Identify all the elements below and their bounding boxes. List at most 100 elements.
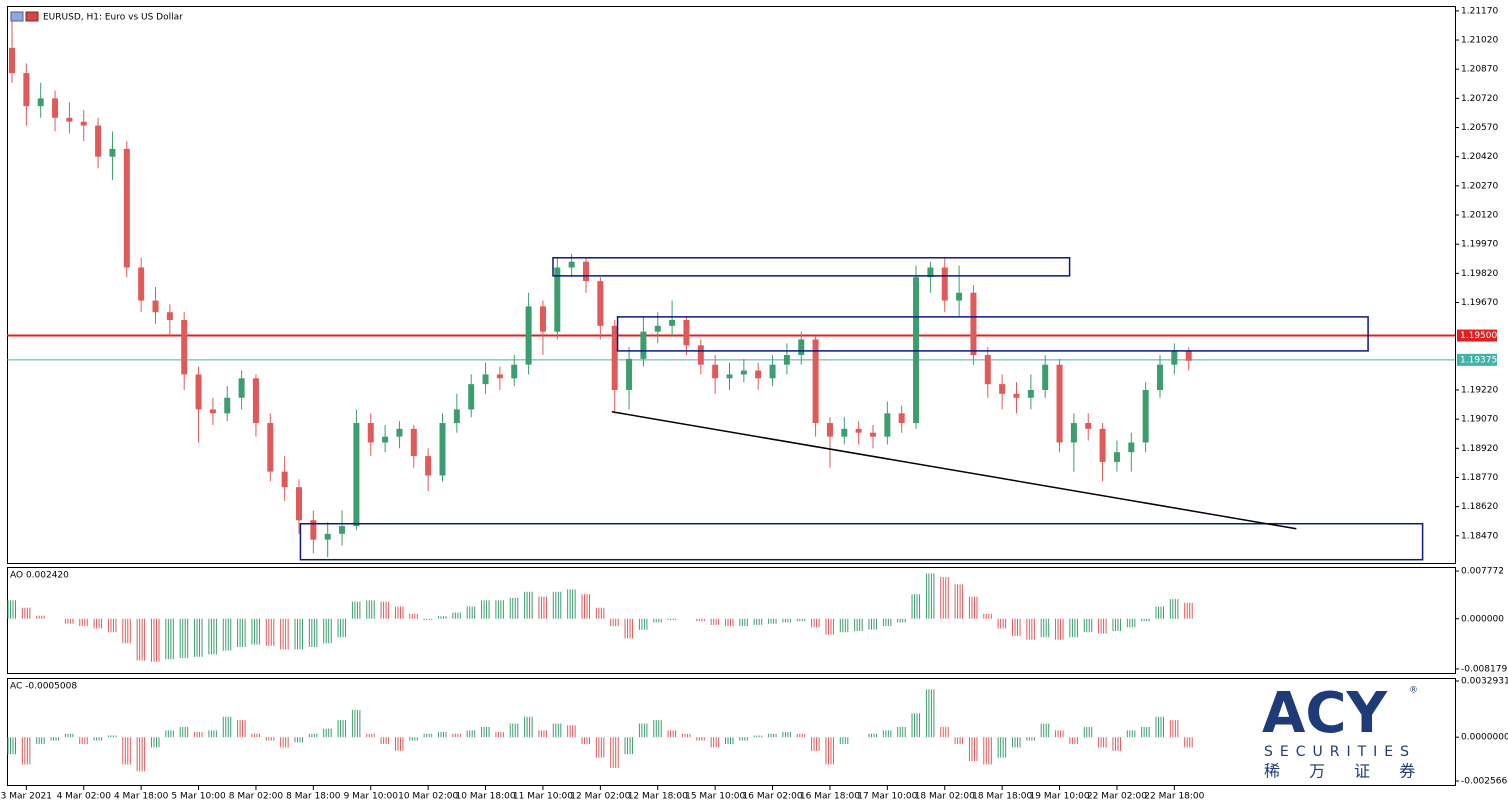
candle-body	[396, 428, 403, 437]
candle-body	[999, 384, 1006, 394]
chart-title: EURUSD, H1: Euro vs US Dollar	[43, 13, 183, 23]
logo-subtitle: SECURITIES	[1264, 744, 1416, 760]
logo-mark: ®	[1409, 686, 1418, 696]
candle-body	[224, 397, 231, 414]
candle-body	[826, 423, 833, 437]
y-tick-label: 1.19970	[1461, 240, 1498, 250]
candle-body	[453, 409, 460, 424]
x-tick-label: 10 Mar 02:00	[398, 792, 458, 802]
y-tick-label: 1.18770	[1461, 473, 1498, 483]
x-tick-label: 18 Mar 18:00	[972, 792, 1032, 802]
symbol-icon	[10, 11, 24, 22]
y-tick-label: 1.20720	[1461, 94, 1498, 104]
ao-panel	[7, 567, 1456, 674]
candle-body	[984, 354, 991, 385]
candle-body	[1171, 351, 1178, 365]
symbol-icon	[25, 11, 39, 22]
candle-body	[626, 358, 633, 390]
x-tick-label: 9 Mar 10:00	[344, 792, 399, 802]
y-tick-label: 1.19220	[1461, 385, 1498, 395]
ac-panel	[7, 678, 1456, 786]
y-tick-label: 1.20570	[1461, 123, 1498, 133]
y-tick-label: -0.0025668	[1461, 776, 1508, 786]
candle-body	[941, 267, 948, 301]
x-tick-label: 22 Mar 02:00	[1087, 792, 1147, 802]
candle-body	[1185, 351, 1192, 361]
candle-body	[339, 526, 346, 534]
candle-body	[1128, 442, 1135, 453]
candle-body	[755, 370, 762, 379]
candle-body	[252, 378, 259, 424]
x-tick-label: 5 Mar 10:00	[171, 792, 226, 802]
x-tick-label: 10 Mar 18:00	[456, 792, 516, 802]
candle-body	[37, 98, 44, 107]
candle-body	[1042, 364, 1049, 390]
x-tick-label: 4 Mar 02:00	[57, 792, 112, 802]
x-tick-label: 4 Mar 18:00	[114, 792, 169, 802]
candle-body	[539, 306, 546, 332]
candle-body	[956, 292, 963, 301]
candle-body	[310, 520, 317, 540]
candle-body	[740, 370, 747, 375]
candle-body	[496, 374, 503, 379]
logo-wordmark: ACY	[1262, 681, 1388, 746]
x-tick-label: 15 Mar 10:00	[685, 792, 745, 802]
candle-body	[511, 364, 518, 379]
zone	[552, 257, 1071, 277]
candle-body	[583, 261, 589, 282]
price-level-label: 1.19375	[1460, 355, 1497, 365]
y-tick-label: 1.18470	[1461, 531, 1498, 541]
trendline	[611, 411, 1297, 530]
candle-body	[1027, 389, 1034, 398]
zone	[616, 316, 1369, 352]
candle-body	[1099, 428, 1106, 462]
y-tick-label: 1.20120	[1461, 211, 1498, 221]
candle-body	[884, 413, 891, 437]
candle-body	[209, 409, 216, 414]
candle-body	[382, 436, 389, 443]
y-tick-label: 1.20420	[1461, 152, 1498, 162]
zone	[299, 522, 1424, 561]
candle-body	[611, 325, 618, 390]
candle-body	[425, 456, 432, 476]
candle-body	[367, 423, 374, 443]
candle-body	[1142, 389, 1149, 443]
x-tick-label: 16 Mar 18:00	[800, 792, 860, 802]
candle-body	[238, 378, 245, 398]
candle-body	[353, 423, 360, 527]
y-tick-label: 1.19070	[1461, 415, 1498, 425]
candle-body	[1013, 393, 1020, 398]
candle-body	[9, 47, 15, 74]
candle-body	[1157, 364, 1163, 390]
candle-body	[66, 117, 73, 122]
candle-body	[554, 267, 561, 332]
y-tick-label: 1.21020	[1461, 36, 1498, 46]
y-tick-label: 1.20270	[1461, 181, 1498, 191]
candle-body	[195, 374, 202, 410]
candle-body	[410, 428, 417, 457]
candle-body	[927, 267, 934, 278]
candle-body	[95, 125, 102, 157]
logo: ACY ® SECURITIES 稀 万 证 券	[1262, 681, 1418, 780]
y-tick-label: 1.18920	[1461, 444, 1498, 454]
candle-body	[683, 319, 690, 346]
candle-body	[525, 306, 532, 365]
candle-body	[597, 281, 604, 326]
candle-body	[898, 413, 905, 424]
x-tick-label: 22 Mar 18:00	[1144, 792, 1204, 802]
candle-body	[267, 423, 274, 472]
candle-body	[468, 384, 475, 410]
x-tick-label: 12 Mar 18:00	[628, 792, 688, 802]
y-tick-label: 1.21170	[1461, 6, 1498, 16]
x-tick-label: 16 Mar 02:00	[743, 792, 803, 802]
candle-body	[166, 312, 173, 320]
y-tick-label: 1.18620	[1461, 502, 1498, 512]
candle-body	[841, 428, 848, 437]
candle-body	[783, 354, 790, 365]
x-tick-label: 3 Mar 2021	[1, 792, 52, 802]
candle-body	[769, 364, 776, 379]
candle-body	[812, 339, 819, 424]
x-tick-label: 12 Mar 02:00	[570, 792, 630, 802]
